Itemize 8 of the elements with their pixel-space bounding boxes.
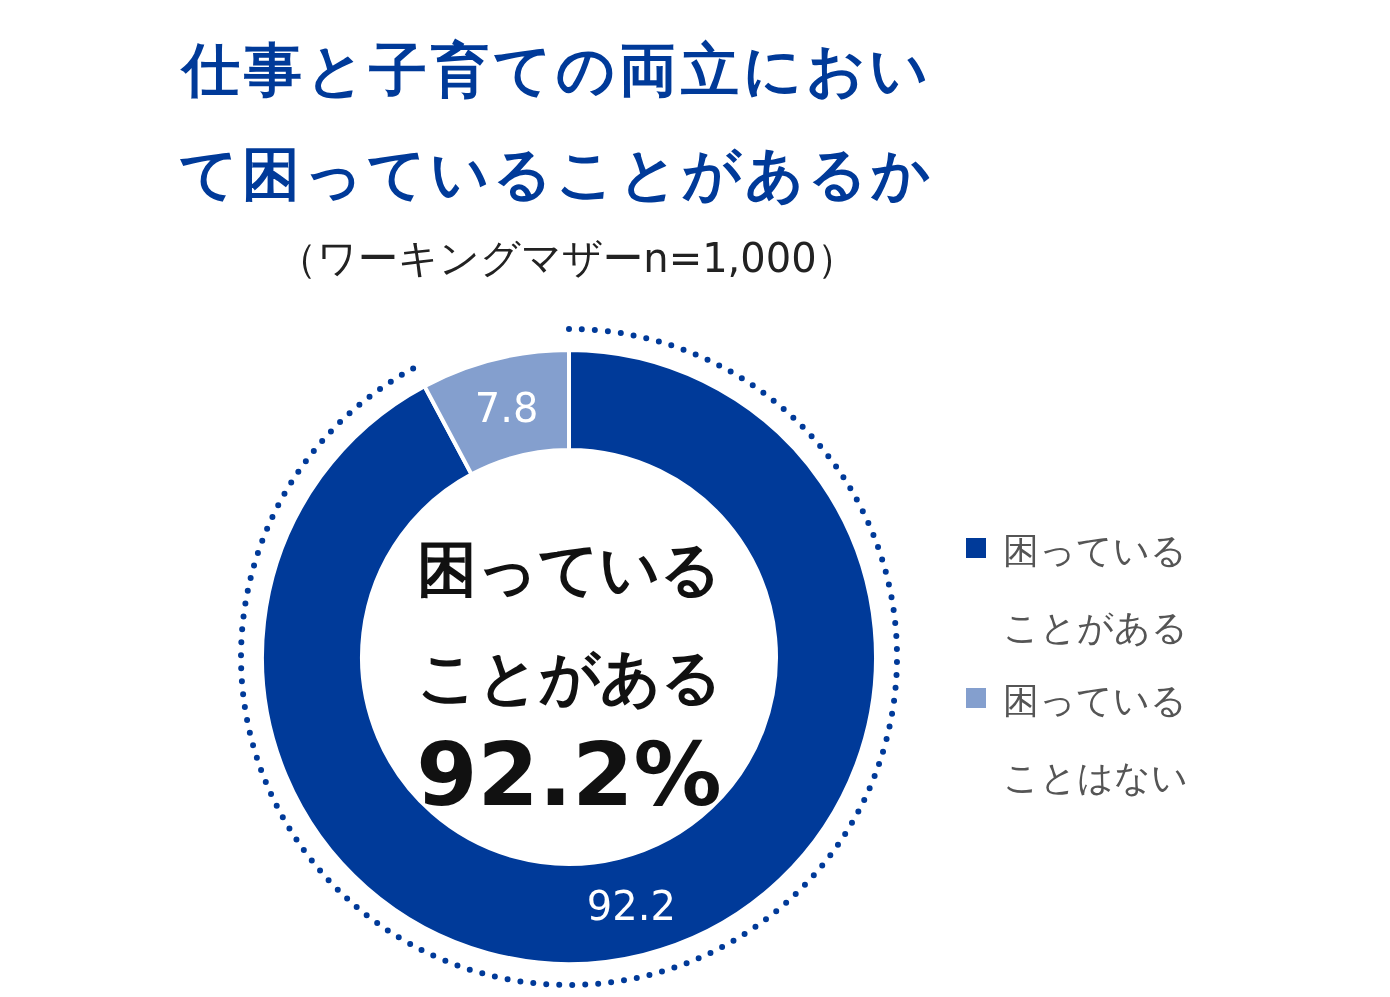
text: 92.2% bbox=[416, 723, 722, 826]
chart-subtitle: （ワーキングマザーn=1,000） bbox=[277, 235, 857, 281]
chart-title: 仕事と子育ての両立において困っていることがあるか bbox=[178, 35, 936, 210]
data-label: 92.2 bbox=[586, 883, 676, 930]
legend-label: 困っていることがある bbox=[1003, 529, 1189, 650]
text: 困っていることがある bbox=[416, 534, 722, 712]
legend-label: 困っていることはない bbox=[1003, 679, 1189, 800]
data-label: 7.8 bbox=[474, 384, 539, 431]
